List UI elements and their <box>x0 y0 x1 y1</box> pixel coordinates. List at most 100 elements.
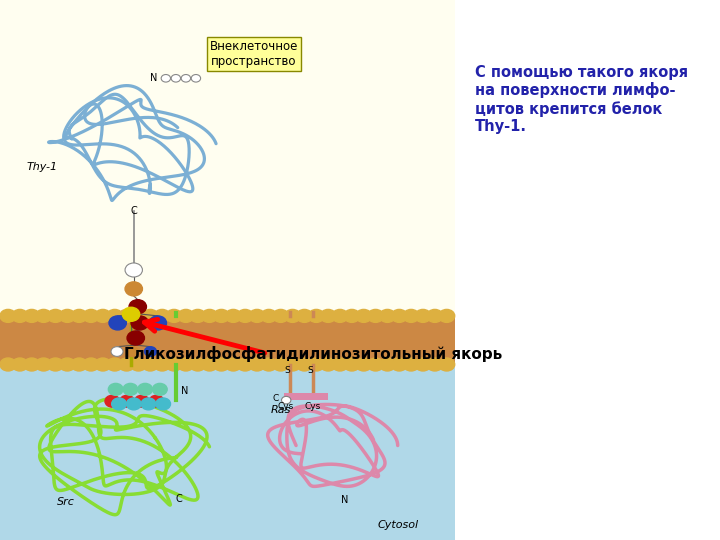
Circle shape <box>249 309 265 322</box>
Circle shape <box>284 358 300 371</box>
Bar <box>284 393 328 400</box>
Circle shape <box>181 75 191 82</box>
Circle shape <box>131 316 148 330</box>
Circle shape <box>308 358 324 371</box>
Text: С помощью такого якоря
на поверхности лимфо-
цитов крепится белок
Thy-1.: С помощью такого якоря на поверхности ли… <box>474 65 688 134</box>
Circle shape <box>213 309 230 322</box>
Circle shape <box>125 282 143 296</box>
Circle shape <box>122 307 140 321</box>
Text: Thy-1: Thy-1 <box>27 162 58 172</box>
Circle shape <box>367 358 384 371</box>
Text: C: C <box>130 206 137 217</box>
Circle shape <box>249 358 265 371</box>
Circle shape <box>83 309 99 322</box>
Circle shape <box>273 358 289 371</box>
Circle shape <box>125 263 143 277</box>
Text: Src: Src <box>57 497 75 507</box>
Circle shape <box>149 395 164 407</box>
Circle shape <box>202 358 217 371</box>
Circle shape <box>320 309 336 322</box>
Circle shape <box>48 309 63 322</box>
Text: C: C <box>273 394 279 403</box>
Circle shape <box>237 309 253 322</box>
Circle shape <box>127 398 141 410</box>
Circle shape <box>166 309 182 322</box>
Circle shape <box>156 398 171 410</box>
Circle shape <box>120 395 135 407</box>
Circle shape <box>189 358 206 371</box>
Circle shape <box>367 309 384 322</box>
Circle shape <box>108 383 123 395</box>
Circle shape <box>391 309 408 322</box>
Text: S: S <box>284 366 290 375</box>
Circle shape <box>154 309 170 322</box>
Circle shape <box>107 358 122 371</box>
Circle shape <box>261 309 277 322</box>
Circle shape <box>95 358 111 371</box>
Circle shape <box>261 358 277 371</box>
Circle shape <box>320 358 336 371</box>
Circle shape <box>379 309 395 322</box>
Circle shape <box>213 358 230 371</box>
Circle shape <box>178 309 194 322</box>
Text: N: N <box>181 386 189 396</box>
Circle shape <box>225 358 241 371</box>
Circle shape <box>273 309 289 322</box>
Circle shape <box>438 358 455 371</box>
Circle shape <box>356 358 372 371</box>
Circle shape <box>130 309 146 322</box>
Circle shape <box>130 358 146 371</box>
Circle shape <box>35 309 52 322</box>
Circle shape <box>35 358 52 371</box>
Text: Гликозилфосфатидилинозитольный якорь: Гликозилфосфатидилинозитольный якорь <box>124 346 502 362</box>
Circle shape <box>166 358 182 371</box>
Circle shape <box>149 316 166 330</box>
Circle shape <box>127 347 138 356</box>
Circle shape <box>127 331 145 345</box>
Bar <box>0 316 455 364</box>
Text: Ras: Ras <box>271 405 291 415</box>
Circle shape <box>59 358 76 371</box>
Circle shape <box>24 309 40 322</box>
Circle shape <box>109 316 127 330</box>
Circle shape <box>332 358 348 371</box>
Circle shape <box>119 309 135 322</box>
Text: Cys: Cys <box>277 402 294 411</box>
Bar <box>0 362 455 540</box>
Circle shape <box>284 309 300 322</box>
Circle shape <box>297 309 312 322</box>
Text: S: S <box>307 366 313 375</box>
Text: Cytosol: Cytosol <box>378 520 419 530</box>
Circle shape <box>59 309 76 322</box>
Circle shape <box>129 300 146 314</box>
Bar <box>455 0 669 540</box>
Circle shape <box>189 309 206 322</box>
Circle shape <box>111 347 123 356</box>
Circle shape <box>391 358 408 371</box>
Circle shape <box>415 358 431 371</box>
Circle shape <box>297 358 312 371</box>
Circle shape <box>438 309 455 322</box>
Circle shape <box>0 358 16 371</box>
Circle shape <box>202 309 217 322</box>
Text: C: C <box>176 494 183 504</box>
Circle shape <box>143 309 158 322</box>
Circle shape <box>107 309 122 322</box>
Circle shape <box>332 309 348 322</box>
Circle shape <box>403 309 419 322</box>
Circle shape <box>145 347 156 356</box>
Circle shape <box>153 383 167 395</box>
Circle shape <box>344 309 360 322</box>
Circle shape <box>12 309 28 322</box>
Circle shape <box>403 358 419 371</box>
Circle shape <box>123 383 138 395</box>
Circle shape <box>282 396 291 404</box>
Circle shape <box>356 309 372 322</box>
Circle shape <box>415 309 431 322</box>
Circle shape <box>71 309 87 322</box>
Circle shape <box>105 395 120 407</box>
Text: N: N <box>150 73 158 83</box>
Circle shape <box>12 358 28 371</box>
Circle shape <box>48 358 63 371</box>
Circle shape <box>143 358 158 371</box>
